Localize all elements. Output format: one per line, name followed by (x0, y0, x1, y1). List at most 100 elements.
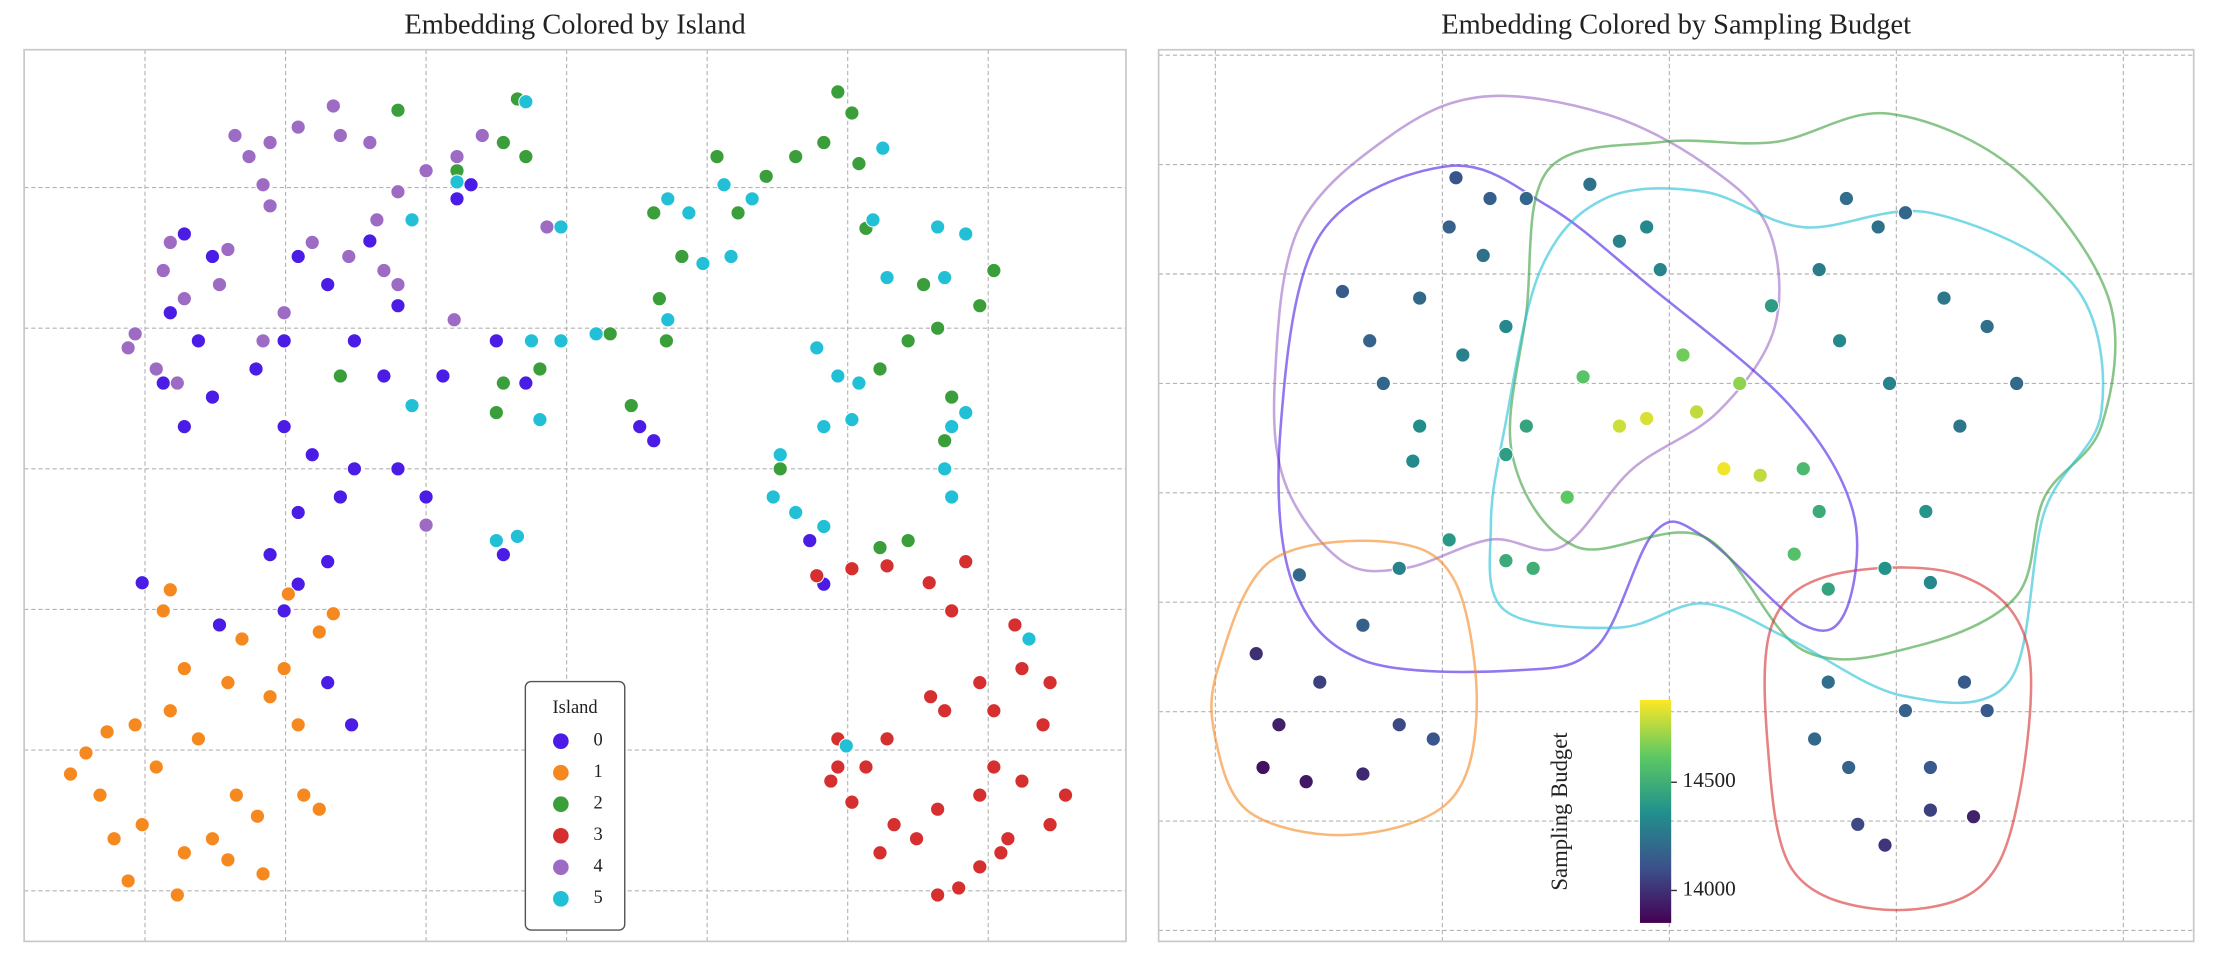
point (449, 149, 465, 165)
density-contour (1210, 539, 1479, 837)
point (830, 759, 846, 775)
point (169, 887, 185, 903)
point (879, 558, 895, 574)
point (1811, 262, 1827, 278)
point (744, 191, 760, 207)
point (886, 817, 902, 833)
point (320, 554, 336, 570)
point (1979, 318, 1995, 335)
point (162, 582, 178, 598)
point (1248, 646, 1264, 662)
point (311, 801, 327, 817)
point (204, 389, 221, 405)
point (248, 361, 264, 377)
point (1831, 333, 1848, 349)
point (1582, 176, 1598, 192)
point (1807, 731, 1823, 747)
point (716, 177, 732, 193)
point (346, 333, 362, 349)
point (1786, 546, 1802, 562)
point (1870, 219, 1886, 235)
point (155, 262, 171, 279)
point (155, 375, 171, 391)
budget-panel: Embedding Colored by Sampling Budget 1400… (1157, 10, 2195, 943)
point (1897, 205, 1914, 221)
point (539, 219, 555, 235)
point (518, 375, 534, 391)
point (255, 866, 271, 882)
point (276, 333, 292, 349)
point (1688, 404, 1705, 420)
point (772, 447, 788, 463)
point (134, 575, 150, 591)
density-contour (1763, 566, 2033, 912)
point (120, 873, 136, 889)
point (320, 276, 336, 293)
point (290, 576, 306, 592)
point (900, 333, 916, 349)
point (290, 248, 306, 265)
point (879, 269, 895, 286)
point (944, 489, 960, 505)
point (418, 489, 434, 505)
point (1639, 219, 1655, 235)
point (816, 134, 832, 151)
point (1965, 809, 1982, 825)
legend-marker (553, 764, 569, 781)
point (341, 248, 357, 265)
point (1448, 170, 1464, 186)
point (1475, 247, 1491, 263)
point (1375, 375, 1391, 392)
point (1877, 837, 1893, 853)
point (730, 205, 746, 221)
point (972, 859, 988, 875)
point (343, 717, 360, 733)
point (176, 419, 192, 435)
point (404, 397, 420, 414)
point (262, 547, 278, 563)
point (276, 603, 292, 619)
point (488, 404, 504, 421)
point (390, 461, 406, 477)
point (62, 766, 79, 782)
colorbar-tick-label: 14500 (1683, 768, 1736, 792)
point (1334, 283, 1351, 300)
point (681, 205, 697, 221)
point (228, 787, 244, 803)
colorbar (1639, 700, 1672, 923)
legend-label: 2 (594, 792, 603, 812)
point (332, 489, 348, 505)
point (204, 248, 221, 265)
point (2009, 375, 2025, 392)
point (651, 291, 667, 307)
point (772, 461, 788, 477)
legend-box (524, 680, 626, 931)
colorbar-tick-label: 14000 (1683, 876, 1736, 900)
point (937, 461, 953, 477)
point (972, 787, 988, 803)
point (99, 724, 115, 740)
point (986, 759, 1002, 775)
point (921, 575, 937, 591)
point (930, 887, 946, 903)
legend-marker (553, 733, 569, 750)
point (148, 759, 164, 775)
point (1412, 418, 1428, 434)
point (830, 368, 846, 384)
point (325, 606, 341, 622)
point (816, 518, 832, 535)
point (1675, 347, 1691, 363)
point (875, 140, 891, 156)
point (838, 738, 854, 754)
point (346, 461, 362, 477)
point (1838, 190, 1854, 207)
point (446, 312, 462, 328)
point (495, 375, 511, 391)
point (1841, 759, 1857, 776)
point (249, 808, 266, 824)
point (390, 298, 406, 314)
point (1820, 674, 1836, 690)
point (823, 773, 839, 789)
point (915, 276, 932, 293)
